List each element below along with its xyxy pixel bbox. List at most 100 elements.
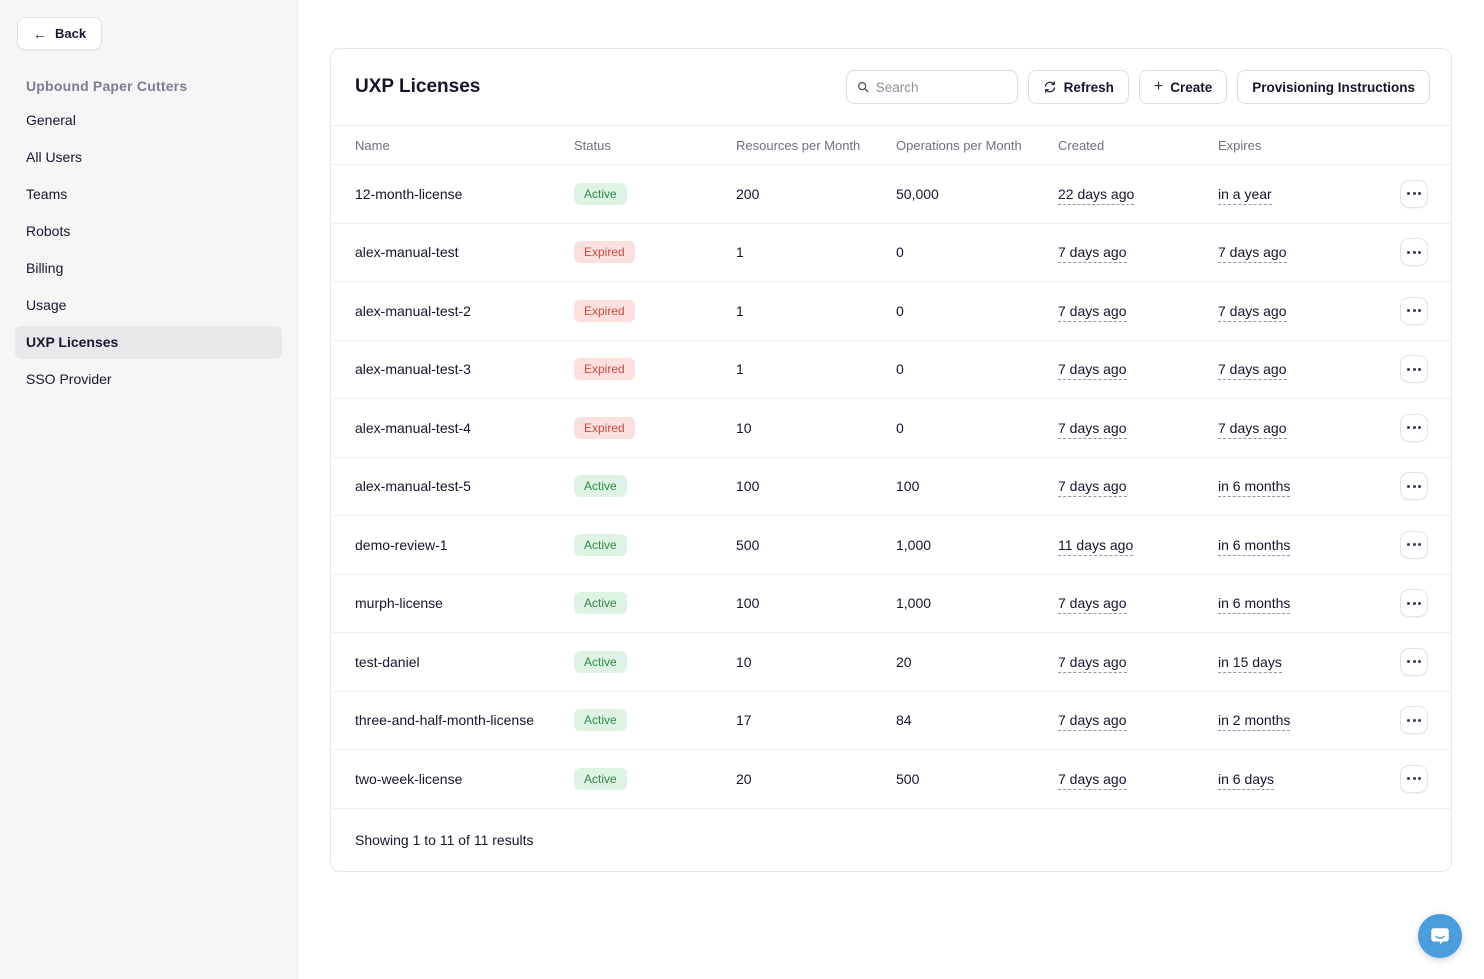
header-controls: Refresh + Create Provisioning Instructio… <box>845 70 1430 104</box>
resources-per-month: 17 <box>736 712 752 729</box>
search-input[interactable] <box>875 79 1007 95</box>
sidebar-item-label: All Users <box>26 149 83 165</box>
status-badge: Active <box>574 533 627 556</box>
status-badge: Active <box>574 767 627 790</box>
status-badge: Active <box>574 182 627 205</box>
created-value[interactable]: 7 days ago <box>1058 712 1127 732</box>
status-badge: Expired <box>574 358 635 381</box>
row-actions-button[interactable] <box>1400 764 1428 793</box>
operations-per-month: 0 <box>896 302 904 319</box>
status-badge: Active <box>574 709 627 732</box>
created-value[interactable]: 22 days ago <box>1058 185 1135 205</box>
status-badge: Expired <box>574 299 635 322</box>
expires-value[interactable]: in 6 months <box>1218 478 1291 498</box>
resources-per-month: 500 <box>736 536 760 553</box>
sidebar-item[interactable]: UXP Licenses <box>15 326 282 359</box>
expires-value[interactable]: in 15 days <box>1218 653 1282 673</box>
ellipsis-icon <box>1407 309 1410 313</box>
created-value[interactable]: 7 days ago <box>1058 419 1127 439</box>
back-button[interactable]: ← Back <box>17 17 103 50</box>
table-footer: Showing 1 to 11 of 11 results <box>331 809 1451 871</box>
status-badge: Expired <box>574 241 635 264</box>
license-name: alex-manual-test-2 <box>355 302 471 319</box>
sidebar-item-label: Robots <box>26 223 71 239</box>
expires-value[interactable]: in 6 days <box>1218 770 1275 790</box>
sidebar-item[interactable]: Teams <box>15 178 282 211</box>
row-actions-button[interactable] <box>1400 238 1428 267</box>
expires-value[interactable]: in 2 months <box>1218 712 1291 732</box>
sidebar-item-label: SSO Provider <box>26 371 112 387</box>
sidebar-item-label: Teams <box>26 186 68 202</box>
created-value[interactable]: 7 days ago <box>1058 244 1127 264</box>
table-row: 12-month-license Active 200 50,000 22 da… <box>331 165 1451 224</box>
refresh-icon <box>1044 81 1055 93</box>
created-value[interactable]: 7 days ago <box>1058 653 1127 673</box>
license-name: murph-license <box>355 595 443 612</box>
search-icon <box>857 82 868 93</box>
column-header: Resources per Month <box>736 137 861 153</box>
row-actions-button[interactable] <box>1400 589 1428 618</box>
sidebar-item[interactable]: General <box>15 104 282 137</box>
sidebar-item-label: Billing <box>26 260 64 276</box>
sidebar-item[interactable]: Billing <box>15 252 282 285</box>
created-value[interactable]: 11 days ago <box>1058 536 1134 556</box>
ellipsis-icon <box>1407 777 1410 781</box>
operations-per-month: 0 <box>896 361 904 378</box>
row-actions-button[interactable] <box>1400 296 1428 325</box>
created-value[interactable]: 7 days ago <box>1058 302 1127 322</box>
row-actions-button[interactable] <box>1400 179 1428 208</box>
operations-per-month: 50,000 <box>896 185 939 202</box>
sidebar-item[interactable]: All Users <box>15 141 282 174</box>
table-body: 12-month-license Active 20 0 50,000 22 da… <box>331 165 1451 809</box>
expires-value[interactable]: 7 days ago <box>1218 302 1287 322</box>
create-button-label: Create <box>1170 79 1213 95</box>
expires-value[interactable]: 7 days ago <box>1218 361 1287 381</box>
column-header: Operations per Month <box>896 137 1022 153</box>
operations-per-month: 500 <box>896 770 920 787</box>
resources-per-month: 1 <box>736 244 744 261</box>
status-badge: Active <box>574 592 627 615</box>
table-row: demo-review-1 Active 500 1,000 11 days a… <box>331 516 1451 575</box>
row-actions-button[interactable] <box>1400 530 1428 559</box>
back-arrow-icon: ← <box>33 25 47 42</box>
row-actions-button[interactable] <box>1400 472 1428 501</box>
row-actions-button[interactable] <box>1400 647 1428 676</box>
table-row: two-week-license Active 20 500 7 days ag… <box>331 750 1451 809</box>
table-row: alex-manual-test Expired 1 0 7 days ago … <box>331 224 1451 282</box>
ellipsis-icon <box>1407 543 1410 547</box>
row-actions-button[interactable] <box>1400 706 1428 735</box>
resources-per-month: 20 <box>736 770 752 787</box>
provisioning-instructions-button[interactable]: Provisioning Instructions <box>1237 70 1430 104</box>
license-name: 12-month-license <box>355 185 463 202</box>
org-name: Upbound Paper Cutters <box>26 78 188 94</box>
page-title: UXP Licenses <box>355 76 481 97</box>
refresh-button[interactable]: Refresh <box>1027 70 1129 104</box>
created-value[interactable]: 7 days ago <box>1058 770 1127 790</box>
operations-per-month: 0 <box>896 244 904 261</box>
sidebar-item[interactable]: Robots <box>15 215 282 248</box>
row-actions-button[interactable] <box>1400 413 1428 442</box>
provisioning-instructions-label: Provisioning Instructions <box>1252 79 1415 95</box>
sidebar-item[interactable]: Usage <box>15 289 282 322</box>
table-row: alex-manual-test-5 Active 100 100 7 days… <box>331 458 1451 516</box>
created-value[interactable]: 7 days ago <box>1058 595 1127 615</box>
ellipsis-icon <box>1407 192 1410 196</box>
row-actions-button[interactable] <box>1400 355 1428 384</box>
ellipsis-icon <box>1407 426 1410 430</box>
expires-value[interactable]: in 6 months <box>1218 536 1291 556</box>
expires-value[interactable]: in 6 months <box>1218 595 1291 615</box>
sidebar-item[interactable]: SSO Provider <box>15 363 282 396</box>
ellipsis-icon <box>1407 601 1410 605</box>
chat-launcher-button[interactable] <box>1418 914 1462 958</box>
expires-value[interactable]: in a year <box>1218 185 1272 205</box>
search-box[interactable] <box>845 70 1018 104</box>
created-value[interactable]: 7 days ago <box>1058 478 1127 498</box>
sidebar-nav: General All Users Teams Robots Billing U… <box>0 104 297 396</box>
create-button[interactable]: + Create <box>1138 70 1228 104</box>
expires-value[interactable]: 7 days ago <box>1218 244 1287 264</box>
refresh-button-label: Refresh <box>1063 79 1114 95</box>
created-value[interactable]: 7 days ago <box>1058 361 1127 381</box>
ellipsis-icon <box>1407 718 1410 722</box>
expires-value[interactable]: 7 days ago <box>1218 419 1287 439</box>
license-name: alex-manual-test-3 <box>355 361 471 378</box>
